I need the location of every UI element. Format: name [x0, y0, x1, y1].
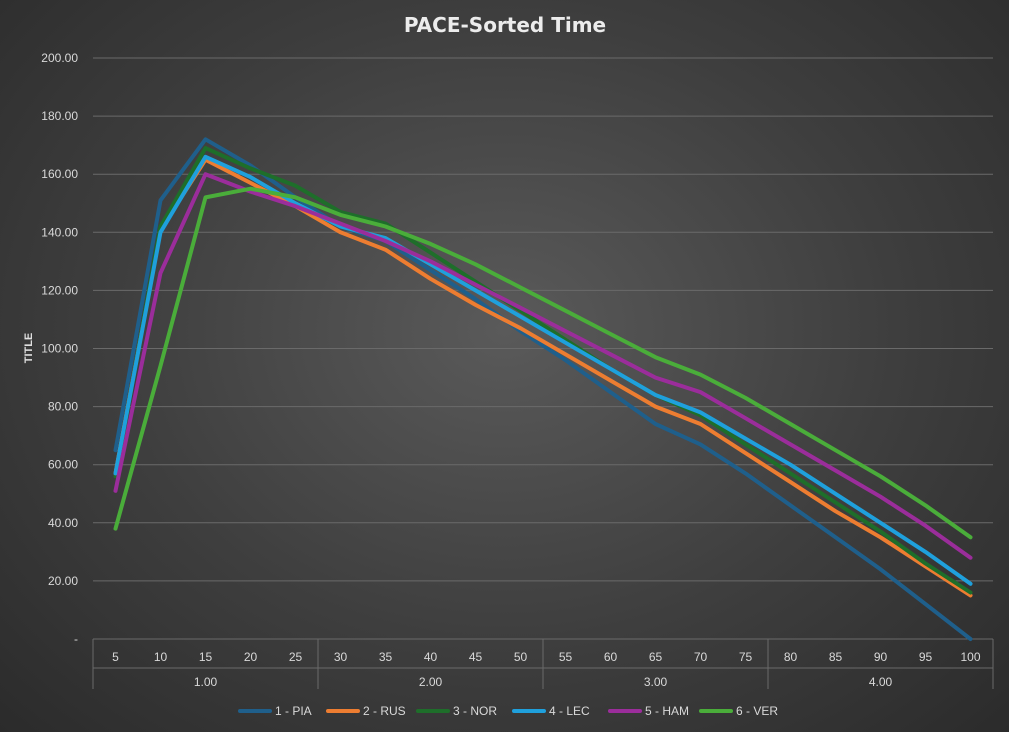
x-tick-label: 25: [289, 650, 303, 664]
x-tick-label: 75: [739, 650, 753, 664]
legend: 1 - PIA 2 - RUS 3 - NOR 4 - LEC 5 - HAM 6 - V…: [238, 704, 778, 718]
x-tick-label: 45: [469, 650, 483, 664]
y-tick-label: -: [74, 632, 78, 646]
x-tick-label: 60: [604, 650, 618, 664]
x-tick-label: 40: [424, 650, 438, 664]
x-tick-label: 90: [874, 650, 888, 664]
y-tick-label: 200.00: [41, 51, 78, 65]
x-tick-label: 55: [559, 650, 573, 664]
series-lines: [113, 137, 973, 641]
x-tick-label: 70: [694, 650, 708, 664]
y-tick-label: 60.00: [48, 458, 78, 472]
x-group-label: 1.00: [194, 675, 218, 689]
legend-label: 3 - NOR: [453, 704, 497, 718]
chart-title: PACE-Sorted Time: [404, 13, 606, 37]
x-tick-label: 10: [154, 650, 168, 664]
x-group-label: 4.00: [869, 675, 893, 689]
y-tick-label: 20.00: [48, 574, 78, 588]
x-tick-label: 100: [960, 650, 980, 664]
y-tick-label: 140.00: [41, 225, 78, 239]
x-tick-label: 5: [112, 650, 119, 664]
legend-label: 1 - PIA: [275, 704, 312, 718]
y-tick-label: 40.00: [48, 516, 78, 530]
series-line-4: [113, 154, 973, 586]
x-tick-label: 95: [919, 650, 933, 664]
x-group-label: 3.00: [644, 675, 668, 689]
series-line-5: [113, 172, 973, 560]
y-tick-label: 80.00: [48, 400, 78, 414]
series-line-3: [113, 146, 973, 595]
x-group-label: 2.00: [419, 675, 443, 689]
y-axis-ticks: - 20.00 40.00 60.00 80.00 100.00 120.00 140.00 1…: [41, 51, 78, 646]
x-axis: 5 10 15 20 25 30 35 40 45 50 55 60 65 70 75 80 85 90 95 100…: [92, 639, 994, 689]
y-axis-label: TITLE: [23, 333, 35, 364]
series-line-1: [113, 137, 973, 641]
x-tick-label: 15: [199, 650, 213, 664]
x-tick-label: 50: [514, 650, 528, 664]
x-tick-label: 80: [784, 650, 798, 664]
x-tick-label: 20: [244, 650, 258, 664]
gridlines: [93, 57, 993, 640]
legend-label: 5 - HAM: [645, 704, 689, 718]
x-tick-label: 65: [649, 650, 663, 664]
y-tick-label: 180.00: [41, 109, 78, 123]
series-line-2: [113, 157, 973, 598]
x-tick-label: 85: [829, 650, 843, 664]
y-tick-label: 160.00: [41, 167, 78, 181]
legend-label: 2 - RUS: [363, 704, 406, 718]
x-tick-label: 30: [334, 650, 348, 664]
y-tick-label: 120.00: [41, 283, 78, 297]
series-line-6: [113, 186, 973, 540]
x-tick-label: 35: [379, 650, 393, 664]
legend-label: 4 - LEC: [549, 704, 590, 718]
y-tick-label: 100.00: [41, 342, 78, 356]
legend-label: 6 - VER: [736, 704, 778, 718]
